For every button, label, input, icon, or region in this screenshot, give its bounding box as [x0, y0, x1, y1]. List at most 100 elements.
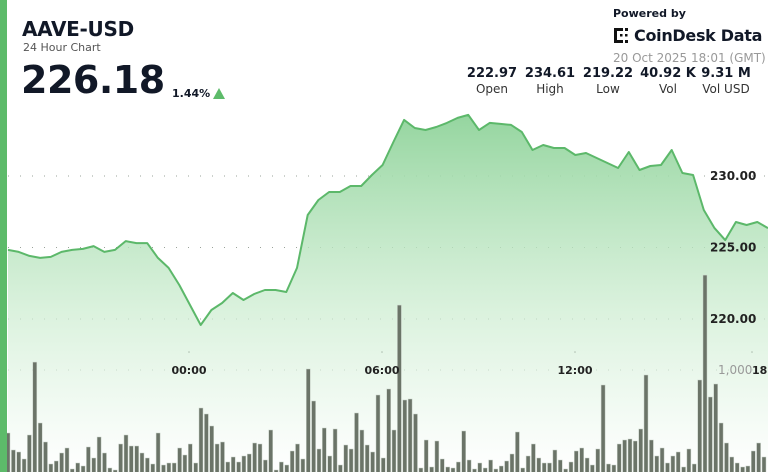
stat-high: 234.61 High	[515, 66, 585, 96]
volume-bar	[391, 429, 397, 472]
volume-bar	[611, 464, 617, 472]
volume-bar	[155, 432, 161, 472]
volume-bar	[456, 461, 461, 472]
price-tick-label: 220.00	[710, 312, 756, 326]
volume-bar	[150, 463, 156, 472]
volume-bar	[11, 449, 16, 472]
timestamp: 20 Oct 2025 18:01 (GMT)	[613, 51, 766, 65]
stat-value: 40.92 K	[640, 66, 696, 81]
volume-bar	[375, 394, 381, 472]
volume-bar	[102, 452, 107, 472]
volume-bar	[729, 456, 735, 472]
volume-tick-label: 1,000	[718, 363, 752, 377]
volume-bar	[354, 412, 359, 472]
volume-bar	[633, 440, 638, 472]
volume-bar	[504, 460, 509, 472]
chart-subtitle: 24 Hour Chart	[23, 41, 101, 54]
volume-bar	[751, 450, 756, 472]
current-price: 226.18	[21, 58, 165, 102]
volume-bar	[713, 383, 718, 472]
volume-bar	[686, 448, 692, 472]
volume-bar	[171, 462, 177, 472]
volume-bar	[429, 466, 434, 472]
volume-bar	[161, 464, 166, 472]
stat-value: 222.97	[466, 66, 518, 81]
volume-bar	[692, 463, 697, 472]
volume-bar	[370, 451, 375, 472]
volume-bar	[547, 462, 552, 472]
volume-bar	[407, 398, 413, 472]
volume-bar	[579, 447, 584, 472]
volume-bar	[488, 459, 493, 472]
volume-bar	[188, 443, 193, 472]
volume-bar	[616, 443, 622, 472]
stat-value: 234.61	[524, 66, 576, 81]
price-tick-label: 225.00	[710, 241, 756, 255]
volume-bar	[273, 469, 279, 472]
volume-bar	[107, 467, 113, 472]
volume-bar	[48, 463, 54, 472]
volume-bar	[665, 462, 670, 472]
volume-bar	[43, 441, 48, 472]
volume-bar	[236, 461, 241, 472]
volume-bar	[129, 445, 134, 472]
volume-bar	[482, 467, 488, 472]
volume-bar	[654, 455, 660, 472]
volume-bar	[584, 457, 590, 472]
time-tick-label: 06:00	[364, 364, 399, 377]
stat-label: High	[536, 82, 564, 96]
volume-bar	[70, 468, 75, 472]
volume-bar	[413, 413, 418, 472]
volume-bar	[21, 458, 27, 472]
volume-bar	[96, 436, 102, 472]
stat-label: Low	[596, 82, 620, 96]
volume-bar	[600, 384, 606, 472]
coindesk-logo: CoinDesk Data	[613, 26, 762, 45]
volume-bar	[423, 439, 429, 472]
stat-vol: 40.92 K Vol	[633, 66, 703, 96]
volume-bar	[134, 445, 139, 472]
volume-bar	[734, 462, 740, 472]
time-tick-label: 00:00	[171, 364, 206, 377]
volume-bar	[461, 430, 466, 472]
stat-label: Vol USD	[702, 82, 750, 96]
axis-labels: 230.00 225.00 220.00 1,000 00:00 06:00 12:00 18	[171, 169, 767, 377]
volume-bar	[364, 444, 370, 472]
stat-label: Open	[475, 82, 509, 96]
volume-bar	[204, 413, 209, 472]
volume-bar	[622, 439, 627, 472]
volume-bar	[402, 399, 408, 472]
volume-bar	[257, 443, 263, 472]
volume-bar	[263, 459, 268, 472]
volume-bar	[118, 443, 123, 472]
volume-bar	[477, 462, 483, 472]
stat-open: 222.97 Open	[457, 66, 527, 96]
stat-value: 9.31 M	[701, 66, 751, 81]
volume-bar	[332, 428, 338, 472]
volume-bar	[515, 431, 520, 472]
volume-bar	[316, 448, 322, 472]
volume-bar	[139, 452, 145, 472]
price-area	[8, 114, 768, 472]
volume-bar	[80, 465, 86, 472]
volume-bar	[440, 458, 445, 472]
volume-bar	[27, 434, 32, 472]
volume-bar	[643, 374, 649, 472]
volume-bar	[509, 453, 515, 472]
stat-low: 219.22 Low	[573, 66, 643, 96]
volume-bar	[198, 407, 204, 472]
volume-bar	[54, 460, 59, 472]
volume-bar	[145, 457, 150, 472]
volume-bar	[756, 442, 761, 472]
volume-bar	[112, 469, 118, 472]
logo-text: CoinDesk Data	[634, 26, 763, 45]
volume-bar	[659, 447, 665, 472]
volume-bar	[225, 461, 231, 472]
volume-bar	[472, 468, 477, 472]
volume-bar	[252, 442, 257, 472]
volume-bar	[702, 274, 708, 472]
volume-bar	[525, 455, 531, 472]
stat-value: 219.22	[582, 66, 634, 81]
volume-bar	[214, 443, 220, 472]
